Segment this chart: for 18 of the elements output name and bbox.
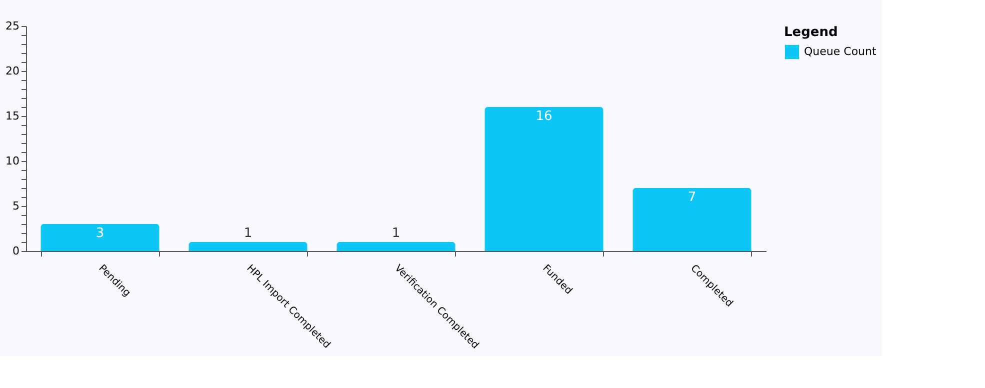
y-tick-label: 10 <box>6 154 20 168</box>
data-label: 3 <box>96 226 104 241</box>
y-tick-label: 20 <box>6 64 20 78</box>
bar <box>40 224 160 251</box>
data-label: 7 <box>688 190 696 205</box>
bar <box>632 188 752 251</box>
legend-label: Queue Count <box>804 45 877 58</box>
legend-title: Legend <box>784 25 838 40</box>
y-tick-label: 5 <box>12 200 20 212</box>
y-tick-label: 15 <box>6 110 20 122</box>
bar <box>484 107 604 251</box>
y-tick-label: 0 <box>12 244 20 258</box>
data-label: 16 <box>536 109 552 124</box>
data-label: 1 <box>392 226 400 241</box>
bar <box>336 242 456 251</box>
data-label: 1 <box>244 226 252 241</box>
y-tick-label: 25 <box>6 20 20 32</box>
bar <box>188 242 308 251</box>
